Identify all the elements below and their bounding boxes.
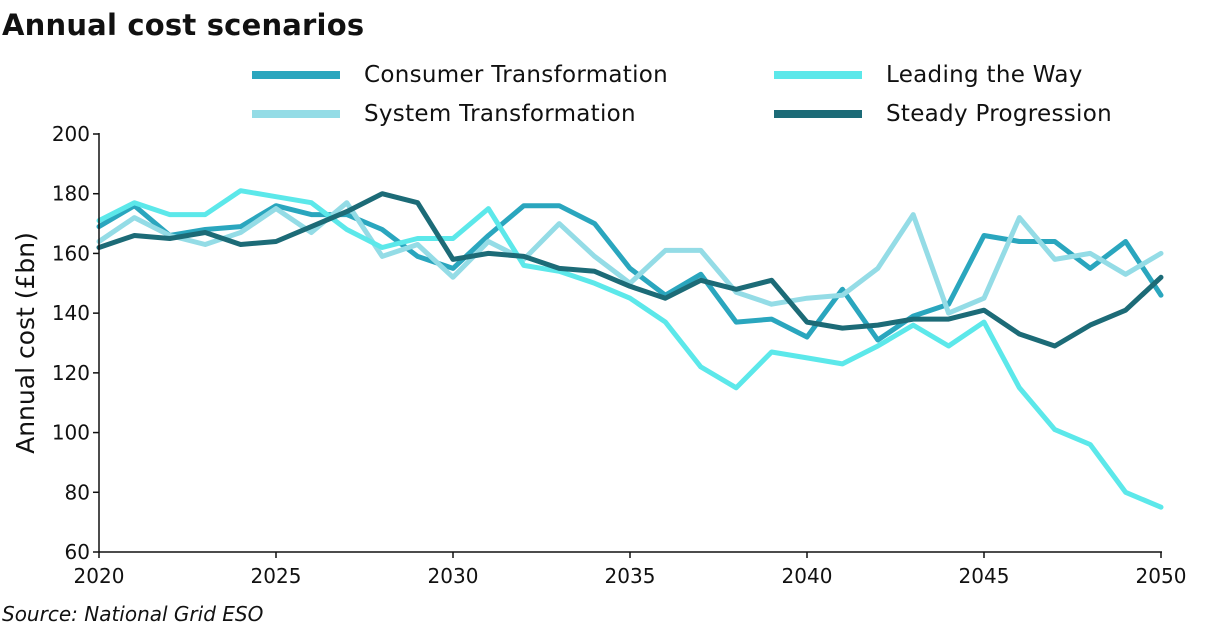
- x-tick-label: 2020: [74, 564, 125, 588]
- legend-label: System Transformation: [364, 101, 636, 127]
- x-tick-label: 2035: [605, 564, 656, 588]
- y-tick-label: 180: [52, 182, 90, 206]
- legend-swatch: [252, 71, 340, 79]
- x-tick-label: 2045: [959, 564, 1010, 588]
- series-line-leading-the-way: [96, 188, 1164, 510]
- y-tick-label: 80: [65, 480, 90, 504]
- x-tick-label: 2050: [1136, 564, 1187, 588]
- legend-item-consumer-transformation: Consumer Transformation: [252, 60, 668, 90]
- y-tick-label: 140: [52, 301, 90, 325]
- legend-label: Steady Progression: [886, 101, 1112, 127]
- legend-item-steady-progression: Steady Progression: [774, 99, 1112, 129]
- legend-swatch: [774, 71, 862, 79]
- y-tick-label: 100: [52, 421, 90, 445]
- chart-title: Annual cost scenarios: [2, 8, 365, 42]
- y-tick-label: 120: [52, 361, 90, 385]
- source-note: Source: National Grid ESO: [2, 602, 264, 626]
- y-tick-label: 200: [52, 122, 90, 146]
- legend-label: Consumer Transformation: [364, 62, 669, 88]
- axes: 60 80 100 120 140 160 180 200 2020 2025 2030 2035 20…: [11, 122, 1186, 588]
- legend-item-system-transformation: System Transformation: [252, 99, 636, 129]
- legend-item-leading-the-way: Leading the Way: [774, 60, 1083, 90]
- x-tick-label: 2030: [428, 564, 479, 588]
- series-line-steady-progression: [96, 191, 1164, 349]
- legend-swatch: [774, 110, 862, 118]
- y-tick-label: 60: [65, 540, 90, 564]
- y-tick-label: 160: [52, 241, 90, 265]
- legend-label: Leading the Way: [886, 62, 1083, 88]
- series-line-consumer-transformation: [96, 203, 1164, 343]
- y-axis-title: Annual cost (£bn): [11, 232, 40, 454]
- plot-lines: [96, 188, 1164, 510]
- x-tick-label: 2025: [251, 564, 302, 588]
- series-line-system-transformation: [96, 200, 1164, 316]
- legend-swatch: [252, 110, 340, 118]
- x-tick-label: 2040: [782, 564, 833, 588]
